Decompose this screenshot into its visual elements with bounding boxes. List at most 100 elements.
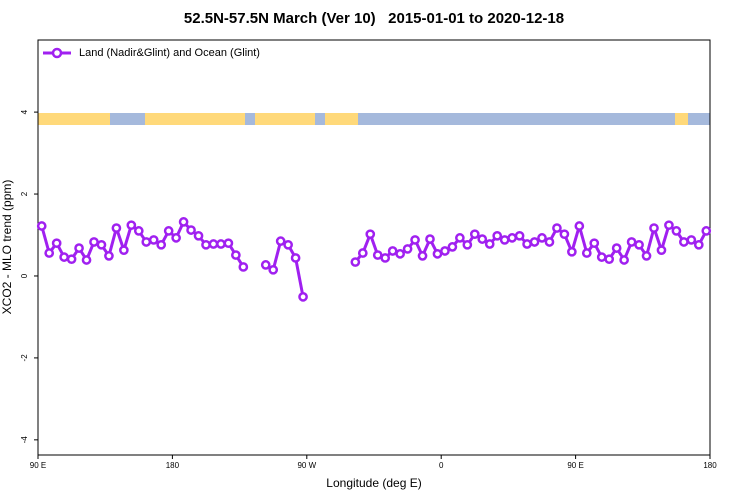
data-point (89, 237, 99, 247)
data-point (574, 221, 585, 231)
data-point (634, 239, 644, 250)
data-point (59, 252, 69, 262)
land-segment (145, 113, 245, 125)
data-point (298, 292, 308, 302)
data-point (544, 237, 555, 247)
legend-label: Land (Nadir&Glint) and Ocean (Glint) (79, 47, 260, 59)
data-point (223, 238, 234, 249)
data-point (410, 235, 420, 245)
legend-marker (51, 47, 63, 59)
data-point (208, 239, 219, 249)
data-point (290, 253, 301, 263)
data-point (581, 248, 592, 258)
data-point (484, 239, 495, 249)
y-tick-label: 4 (20, 109, 29, 114)
data-point (186, 225, 196, 235)
data-point (357, 248, 368, 258)
ocean-segment (315, 113, 325, 125)
data-point (514, 230, 525, 241)
data-point (163, 226, 174, 236)
y-tick-label: -2 (20, 354, 29, 362)
data-point (238, 262, 249, 272)
data-point (626, 237, 637, 247)
data-point (171, 233, 181, 243)
data-point (693, 239, 704, 250)
data-point (387, 246, 398, 256)
data-point (178, 217, 189, 227)
data-point (596, 252, 607, 262)
data-point (201, 239, 211, 250)
data-point (216, 239, 226, 249)
data-point (679, 237, 689, 247)
data-point (567, 246, 577, 257)
data-point (283, 239, 293, 250)
land-segment (675, 113, 688, 125)
data-point (604, 254, 615, 265)
y-tick-label: 2 (20, 191, 29, 196)
land-ocean-band (38, 113, 710, 125)
land-segment (38, 113, 110, 125)
data-point (350, 257, 361, 267)
data-point (275, 236, 286, 247)
data-point (447, 242, 458, 252)
data-point (492, 230, 503, 241)
x-tick-label: 0 (439, 461, 444, 470)
data-point (44, 248, 55, 258)
data-point (231, 250, 241, 260)
data-point (686, 235, 697, 245)
land-segment (325, 113, 358, 125)
data-point (96, 239, 107, 250)
y-tick-label: 0 (20, 273, 29, 278)
data-point (649, 223, 659, 233)
data-point (417, 251, 428, 261)
data-point (111, 223, 122, 233)
x-tick-label: 90 E (567, 461, 583, 470)
data-point (74, 243, 84, 253)
data-point (148, 235, 159, 245)
x-tick-label: 90 W (297, 461, 316, 470)
ocean-segment (688, 113, 710, 125)
data-point (462, 239, 473, 250)
plot-frame (37, 39, 711, 456)
data-point (522, 239, 532, 249)
x-tick-label: 90 E (30, 461, 46, 470)
ocean-segment (245, 113, 255, 125)
data-point (611, 243, 622, 253)
data-point (133, 226, 144, 236)
data-point (425, 234, 435, 244)
data-point (104, 251, 114, 261)
data-point (507, 233, 517, 243)
data-point (36, 221, 47, 231)
data-point (66, 254, 77, 265)
data-point (440, 246, 450, 256)
data-point (51, 238, 62, 249)
data-point (193, 230, 204, 241)
data-point (126, 220, 137, 231)
data-point (589, 238, 600, 249)
data-point (372, 250, 383, 260)
data-point (81, 255, 92, 265)
y-axis-label: XCO2 - MLO trend (ppm) (0, 180, 14, 315)
data-point (701, 226, 712, 236)
data-point (656, 245, 667, 256)
data-point (432, 248, 443, 259)
x-tick-label: 180 (166, 461, 180, 470)
x-tick-label: 180 (703, 461, 717, 470)
data-point (141, 237, 152, 247)
data-point (477, 234, 488, 244)
data-point (380, 253, 391, 263)
y-tick-label: -4 (20, 436, 29, 444)
data-point (559, 229, 570, 240)
data-point (664, 220, 674, 231)
data-point (365, 229, 376, 240)
data-point (469, 229, 480, 240)
data-point (260, 260, 271, 270)
data-point (671, 226, 682, 236)
data-point (529, 237, 540, 247)
data-point (499, 235, 510, 245)
data-point (537, 233, 547, 243)
data-point (395, 248, 405, 259)
data-point (641, 251, 652, 261)
data-point (455, 233, 465, 243)
